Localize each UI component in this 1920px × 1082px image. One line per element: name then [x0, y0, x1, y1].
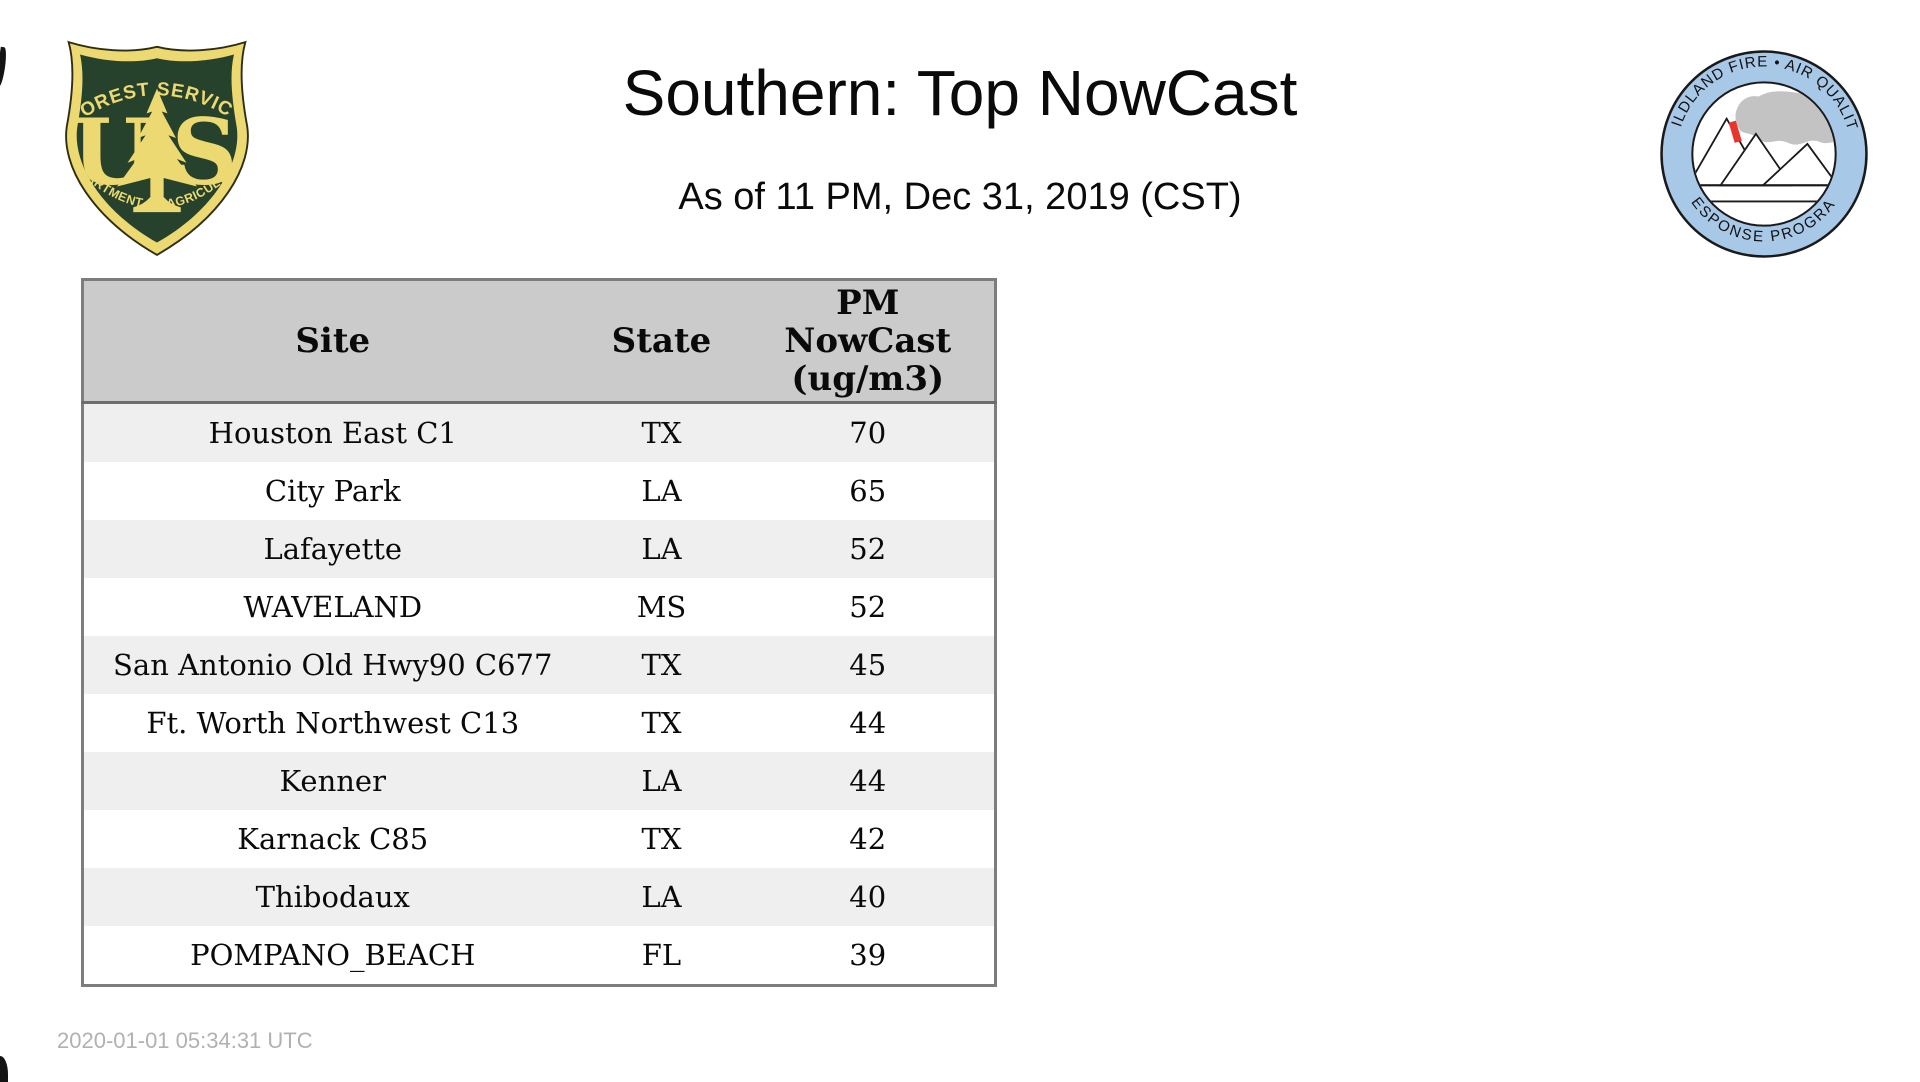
forest-service-logo: FOREST SERVICE U S DEPARTMENT OF AGRICUL… — [55, 23, 252, 263]
shield-letter-s: S — [172, 98, 238, 206]
value-cell: 40 — [741, 868, 996, 926]
site-cell: San Antonio Old Hwy90 C677 — [82, 636, 582, 694]
table-row: Houston East C1 TX 70 — [82, 402, 996, 462]
site-cell: City Park — [82, 462, 582, 520]
state-cell: LA — [581, 462, 742, 520]
nowcast-table-header: Site State PM NowCast (ug/m3) — [82, 279, 996, 404]
table-row: Thibodaux LA 40 — [82, 868, 996, 926]
table-row: Kenner LA 44 — [82, 752, 996, 810]
value-cell: 45 — [741, 636, 996, 694]
site-cell: Kenner — [82, 752, 582, 810]
generation-timestamp: 2020-01-01 05:34:31 UTC — [57, 1028, 313, 1053]
table-row: POMPANO_BEACH FL 39 — [82, 926, 996, 986]
page-title: Southern: Top NowCast — [622, 57, 1298, 129]
site-cell: Lafayette — [82, 520, 582, 578]
value-cell: 52 — [741, 578, 996, 636]
value-cell: 44 — [741, 752, 996, 810]
header-line-units: (ug/m3) — [791, 359, 945, 400]
air-quality-ring-icon: WILDLAND FIRE • AIR QUALITY RESPONSE PRO… — [1650, 35, 1868, 258]
state-cell: TX — [581, 694, 742, 752]
air-quality-program-logo: WILDLAND FIRE • AIR QUALITY RESPONSE PRO… — [1650, 35, 1870, 265]
forest-service-shield-icon: FOREST SERVICE U S DEPARTMENT OF AGRICUL… — [55, 23, 249, 256]
value-cell: 65 — [741, 462, 996, 520]
table-row: WAVELAND MS 52 — [82, 578, 996, 636]
site-cell: Ft. Worth Northwest C13 — [82, 694, 582, 752]
state-cell: TX — [581, 402, 742, 462]
column-header-site: Site — [82, 279, 582, 404]
value-cell: 42 — [741, 810, 996, 868]
table-row: Lafayette LA 52 — [82, 520, 996, 578]
value-cell: 70 — [741, 402, 996, 462]
table-row: Karnack C85 TX 42 — [82, 810, 996, 868]
table-row: City Park LA 65 — [82, 462, 996, 520]
header-line-nowcast: NowCast — [784, 320, 952, 361]
state-cell: TX — [581, 636, 742, 694]
site-cell: Thibodaux — [82, 868, 582, 926]
page-subtitle: As of 11 PM, Dec 31, 2019 (CST) — [678, 176, 1242, 218]
site-cell: POMPANO_BEACH — [82, 926, 582, 986]
value-cell: 39 — [741, 926, 996, 986]
nowcast-table-body: Houston East C1 TX 70 City Park LA 65 Lafayett… — [82, 402, 996, 986]
fire-mark-icon — [1728, 120, 1742, 143]
table-row: Ft. Worth Northwest C13 TX 44 — [82, 694, 996, 752]
site-cell: Karnack C85 — [82, 810, 582, 868]
state-cell: TX — [581, 810, 742, 868]
column-header-pm-nowcast: PM NowCast (ug/m3) — [741, 279, 996, 404]
table-row: San Antonio Old Hwy90 C677 TX 45 — [82, 636, 996, 694]
pine-tree-icon — [117, 88, 197, 213]
column-header-state: State — [581, 279, 742, 404]
state-cell: LA — [581, 752, 742, 810]
header-line-pm: PM — [836, 282, 900, 323]
value-cell: 44 — [741, 694, 996, 752]
nowcast-table: Site State PM NowCast (ug/m3) Houston Ea… — [81, 278, 997, 987]
site-cell: WAVELAND — [82, 578, 582, 636]
state-cell: FL — [581, 926, 742, 986]
site-cell: Houston East C1 — [82, 402, 582, 462]
state-cell: MS — [581, 578, 742, 636]
state-cell: LA — [581, 868, 742, 926]
value-cell: 52 — [741, 520, 996, 578]
edge-artifact-bottom-left — [0, 1056, 8, 1082]
state-cell: LA — [581, 520, 742, 578]
